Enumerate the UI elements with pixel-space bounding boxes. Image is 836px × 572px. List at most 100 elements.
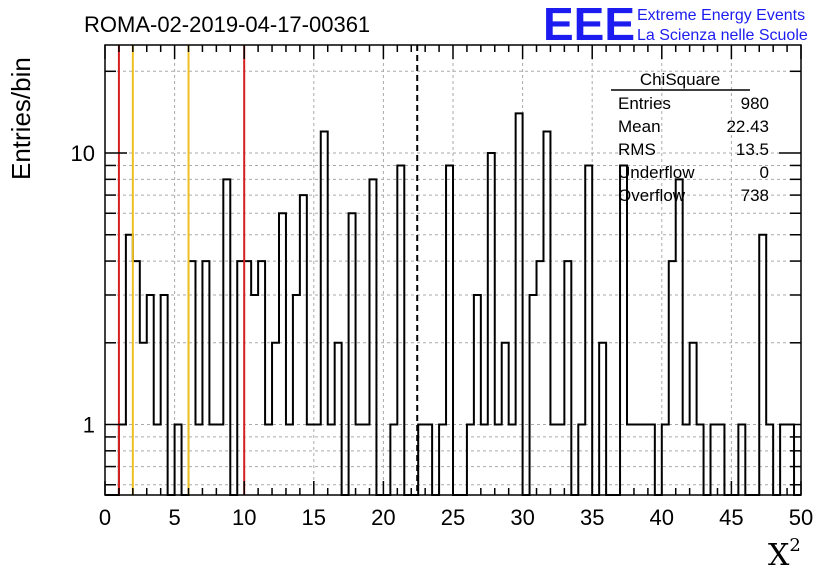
stats-value: 13.5 [736,140,769,159]
x-tick-label: 5 [168,505,180,530]
histogram-bin [425,425,432,495]
x-axis-label-sup: 2 [789,535,800,556]
chart-title: ROMA-02-2019-04-17-00361 [84,12,370,37]
x-tick-label: 50 [789,505,813,530]
histogram-bin [474,295,481,495]
histogram-bin [467,425,474,495]
stats-label: Underflow [618,163,695,182]
histogram-bin [662,425,669,495]
histogram-bin [550,425,557,495]
histogram-bin [328,425,335,495]
histogram-bin [446,165,453,495]
histogram-bin [766,425,773,495]
histogram-bin [502,343,509,495]
histogram-bin [711,425,718,495]
histogram-bin [251,295,258,495]
histogram [105,112,801,496]
histogram-bin [154,425,161,495]
histogram-bin [397,165,404,495]
x-axis-label: X2 [768,535,801,572]
stats-label: Overflow [618,186,686,205]
histogram-bin [161,295,168,495]
histogram-bin [759,235,766,495]
histogram-bin [286,425,293,495]
x-tick-label: 20 [371,505,395,530]
x-axis-label-main: X [768,538,790,572]
histogram-bin [369,179,376,495]
histogram-bin [133,261,140,495]
x-tick-label: 35 [580,505,604,530]
histogram-bin [543,132,550,495]
x-tick-label: 15 [302,505,326,530]
histogram-bin [258,261,265,495]
histogram-bin [439,425,446,495]
histogram-bin [307,425,314,495]
histogram-bin [335,343,342,495]
histogram-bin [620,165,627,495]
histogram-bin [683,425,690,495]
histogram-bin [321,132,328,495]
histogram-bin [648,425,655,495]
x-tick-label: 0 [99,505,111,530]
histogram-bin [293,295,300,495]
histogram-bin [244,261,251,495]
histogram-bin [738,425,745,495]
stats-title: ChiSquare [640,70,720,89]
histogram-bin [585,165,592,495]
histogram-bin [488,153,495,495]
stats-value: 22.43 [726,117,769,136]
brand-logo: EEE Extreme Energy Events La Scienza nel… [543,0,808,50]
x-tick-label: 30 [510,505,534,530]
stats-value: 738 [741,186,769,205]
vertical-lines [117,45,419,495]
histogram-bin [634,425,641,495]
histogram-bin [481,425,488,495]
histogram-bin [147,295,154,495]
tick-labels: 0 5 10 15 20 25 30 35 40 45 50 1 10 [71,141,814,530]
stats-label: RMS [618,140,656,159]
histogram-bin [126,235,133,495]
histogram-bin [300,195,307,495]
histogram-bin [202,261,209,495]
histogram-bin [516,113,523,495]
histogram-bin [676,179,683,495]
x-tick-label: 10 [232,505,256,530]
histogram-bin [175,425,182,495]
histogram-bin [279,213,286,495]
histogram-bin [530,295,537,495]
stats-value: 980 [741,94,769,113]
histogram-bin [509,425,516,495]
histogram-bin [537,261,544,495]
x-tick-label: 25 [441,505,465,530]
stats-label: Mean [618,117,661,136]
x-tick-label: 45 [719,505,743,530]
histogram-bin [697,425,704,495]
histogram-bin [669,261,676,495]
histogram-bin [356,425,363,495]
histogram-bin [690,343,697,495]
axes [104,44,802,496]
histogram-bin [578,425,585,495]
x-tick-label: 40 [650,505,674,530]
histogram-bin [349,213,356,495]
histogram-bin [265,425,272,495]
histogram-bin [195,425,202,495]
histogram-bin [363,425,370,495]
histogram-bin [209,425,216,495]
brand-line-2: La Scienza nelle Scuole [637,27,808,44]
histogram-bin [495,425,502,495]
histogram-bin [314,425,321,495]
histogram-bin [717,425,724,495]
stats-label: Entries [618,94,671,113]
histogram-bin [223,179,230,495]
histogram-bin [216,425,223,495]
histogram-bin [390,425,397,495]
histogram-bin [237,261,244,495]
y-axis-label: Entries/bin [6,57,36,180]
histogram-bin [272,343,279,495]
brand-logo-text: EEE [543,0,635,50]
histogram-bin [627,425,634,495]
histogram-bin [189,261,196,495]
histogram-bin [564,261,571,495]
histogram-bin [418,425,425,495]
